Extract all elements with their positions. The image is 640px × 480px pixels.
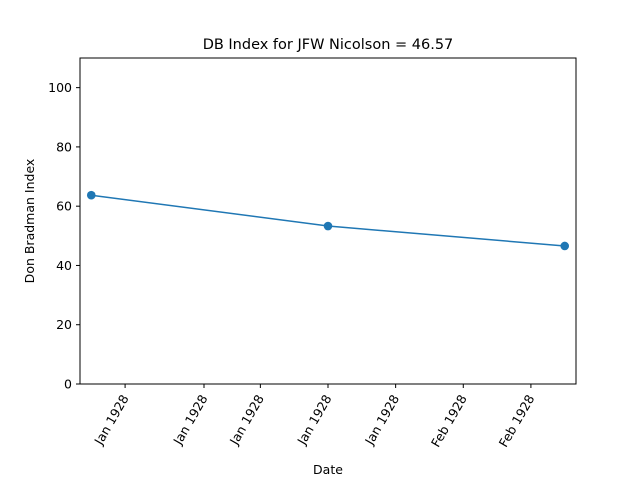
data-point <box>560 241 570 251</box>
plot-area <box>80 58 576 384</box>
plot-frame <box>79 57 577 385</box>
data-point <box>86 190 96 200</box>
series-layer <box>86 190 570 251</box>
y-axis-label: Don Bradman Index <box>22 159 37 284</box>
data-point <box>323 221 333 231</box>
chart-title: DB Index for JFW Nicolson = 46.57 <box>203 37 454 53</box>
y-tick-label: 80 <box>56 139 72 154</box>
y-axis-ticks: 0 20 40 60 80 100 <box>48 80 80 392</box>
y-tick-label: 100 <box>48 80 72 95</box>
y-tick-label: 0 <box>64 377 72 392</box>
x-axis-label: Date <box>313 462 343 477</box>
y-tick-label: 20 <box>56 317 72 332</box>
y-tick-label: 60 <box>56 199 72 214</box>
y-tick-label: 40 <box>56 258 72 273</box>
